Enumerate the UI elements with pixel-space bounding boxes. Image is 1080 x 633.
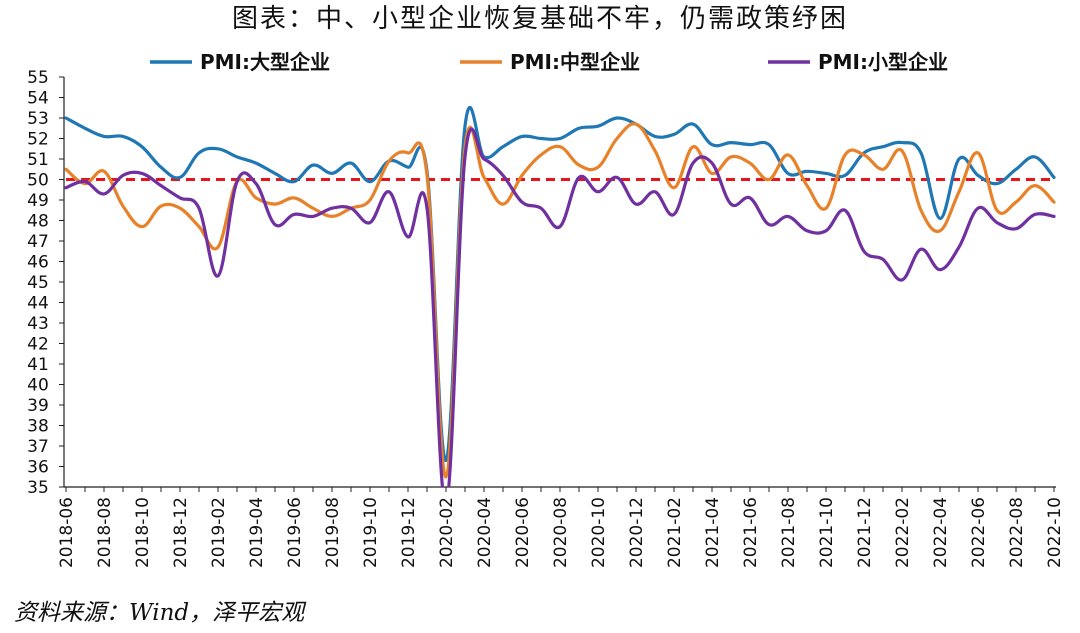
y-tick-label: 48 bbox=[27, 212, 49, 232]
x-tick-label: 2021-08 bbox=[779, 497, 799, 568]
y-tick-label: 36 bbox=[27, 458, 49, 478]
legend-label-large: PMI:大型企业 bbox=[200, 50, 330, 74]
y-tick-label: 50 bbox=[27, 171, 49, 191]
y-tick-label: 43 bbox=[27, 314, 49, 334]
x-tick-label: 2018-10 bbox=[133, 497, 153, 568]
y-tick-label: 53 bbox=[27, 109, 49, 129]
y-tick-label: 49 bbox=[27, 191, 49, 211]
y-tick-label: 51 bbox=[27, 150, 49, 170]
x-tick-label: 2019-12 bbox=[399, 497, 419, 568]
x-tick-label: 2018-12 bbox=[171, 497, 191, 568]
x-tick-label: 2022-06 bbox=[969, 497, 989, 568]
x-tick-label: 2020-08 bbox=[551, 497, 571, 568]
x-tick-label: 2019-06 bbox=[285, 497, 305, 568]
y-tick-label: 35 bbox=[27, 478, 49, 498]
y-tick-label: 55 bbox=[27, 68, 49, 88]
x-tick-label: 2021-02 bbox=[665, 497, 685, 568]
x-axis: 2018-06 2018-08 2018-10 2018-12 2019-02 2019-… bbox=[57, 487, 1065, 568]
x-tick-label: 2022-08 bbox=[1007, 497, 1027, 568]
legend-label-medium: PMI:中型企业 bbox=[510, 50, 640, 74]
y-tick-label: 42 bbox=[27, 335, 49, 355]
x-tick-label: 2021-04 bbox=[703, 497, 723, 568]
x-tick-label: 2021-06 bbox=[741, 497, 761, 568]
y-tick-label: 52 bbox=[27, 130, 49, 150]
x-tick-label: 2018-06 bbox=[57, 497, 77, 568]
x-tick-label: 2020-06 bbox=[513, 497, 533, 568]
series-group bbox=[64, 105, 1056, 487]
legend: PMI:大型企业 PMI:中型企业 PMI:小型企业 bbox=[150, 50, 948, 74]
y-tick-label: 39 bbox=[27, 396, 49, 416]
y-tick-label: 40 bbox=[27, 376, 49, 396]
series-line-large bbox=[64, 105, 1056, 463]
x-tick-label: 2020-04 bbox=[475, 497, 495, 568]
y-tick-label: 41 bbox=[27, 355, 49, 375]
y-tick-label: 37 bbox=[27, 437, 49, 457]
x-tick-label: 2020-02 bbox=[437, 497, 457, 568]
series-line-medium bbox=[64, 122, 1056, 479]
x-tick-label: 2021-10 bbox=[817, 497, 837, 568]
x-tick-label: 2022-02 bbox=[893, 497, 913, 568]
series-line-small bbox=[64, 127, 1056, 487]
x-tick-label: 2019-10 bbox=[361, 497, 381, 568]
y-tick-label: 47 bbox=[27, 232, 49, 252]
source-note: 资料来源：Wind，泽平宏观 bbox=[14, 600, 305, 626]
y-tick-label: 54 bbox=[27, 89, 49, 109]
x-tick-label: 2019-04 bbox=[247, 497, 267, 568]
x-tick-label: 2019-08 bbox=[323, 497, 343, 568]
legend-label-small: PMI:小型企业 bbox=[818, 50, 948, 74]
y-tick-label: 45 bbox=[27, 273, 49, 293]
y-tick-label: 38 bbox=[27, 417, 49, 437]
x-tick-label: 2018-08 bbox=[95, 497, 115, 568]
x-tick-label: 2021-12 bbox=[855, 497, 875, 568]
y-tick-label: 44 bbox=[27, 294, 49, 314]
y-axis: 3536373839404142434445464748495051525354… bbox=[27, 68, 64, 498]
x-tick-label: 2022-04 bbox=[931, 497, 951, 568]
x-tick-label: 2020-10 bbox=[589, 497, 609, 568]
x-tick-label: 2019-02 bbox=[209, 497, 229, 568]
x-tick-label: 2020-12 bbox=[627, 497, 647, 568]
chart-title: 图表：中、小型企业恢复基础不牢，仍需政策纾困 bbox=[231, 4, 848, 34]
x-tick-label: 2022-10 bbox=[1045, 497, 1065, 568]
y-tick-label: 46 bbox=[27, 253, 49, 273]
